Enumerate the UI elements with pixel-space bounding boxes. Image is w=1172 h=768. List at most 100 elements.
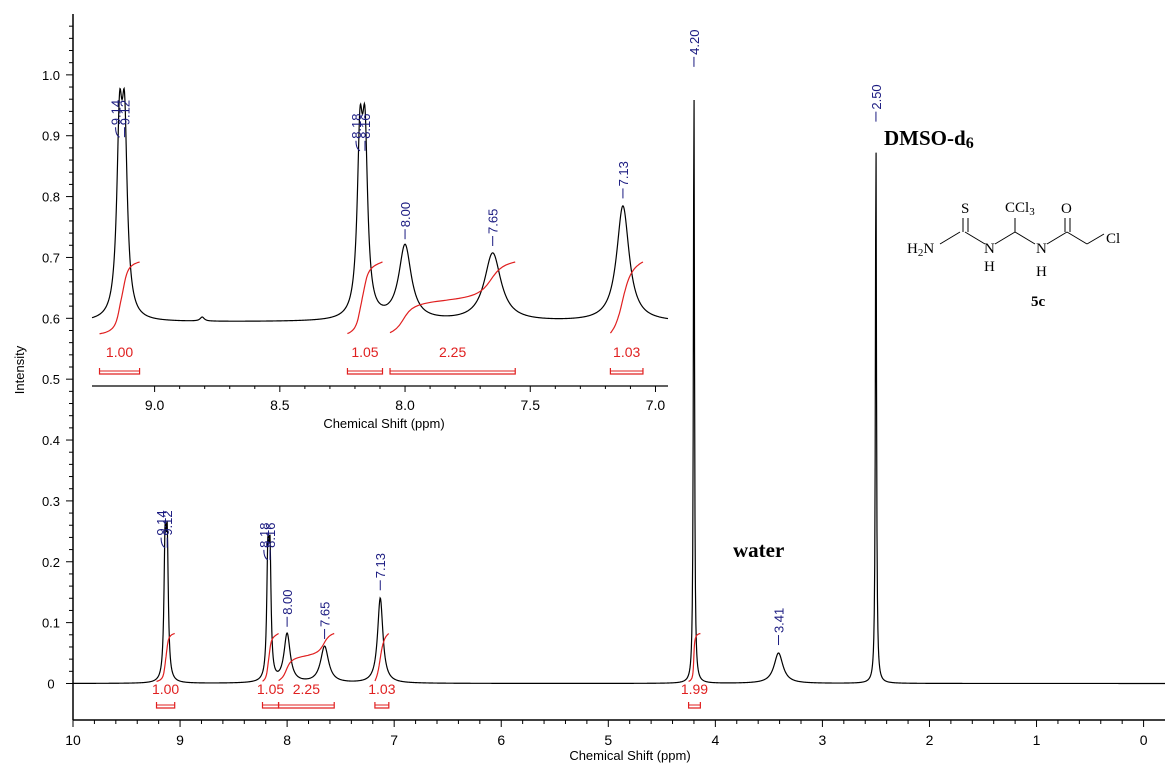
main-x-tick-label: 2 — [926, 732, 934, 748]
atom-ccl3-sub: 3 — [1029, 206, 1035, 218]
inset-integral-bracket — [98, 368, 141, 375]
atom-s: S — [961, 201, 969, 217]
main-peak-label-tick — [160, 537, 166, 549]
solvent-subscript: 6 — [966, 135, 974, 152]
inset-peak-label: 7.65 — [486, 209, 501, 246]
main-y-axis-title: Intensity — [12, 345, 27, 394]
main-y-tick-label: 0.5 — [42, 372, 60, 387]
main-x-tick-label: 9 — [176, 732, 184, 748]
main-peak-label: 8.16 — [263, 523, 278, 560]
main-x-tick-label: 0 — [1140, 732, 1148, 748]
inset-x-tick-label: 7.0 — [646, 397, 666, 413]
inset-peak-label-text: 7.65 — [486, 209, 501, 234]
inset-peak-label-tick — [115, 127, 120, 138]
water-label: water — [733, 538, 784, 562]
main-x-axis-title: Chemical Shift (ppm) — [569, 748, 690, 763]
inset-spectrum-layer: 9.0 8.5 8.0 7.5 7.0 9.149.12 8.188.16 8.00 7.65 7… — [91, 86, 669, 413]
solvent-label: DMSO-d6 — [884, 126, 974, 152]
atom-h2n-n: N — [923, 241, 934, 257]
bond-ch2-cl — [1086, 233, 1105, 245]
inset-integral-value: 1.00 — [106, 344, 133, 360]
main-x-tick-label: 8 — [283, 732, 291, 748]
atom-ccl3: CCl3 — [1005, 200, 1035, 218]
inset-x-tick-label: 8.5 — [270, 397, 290, 413]
atom-n1: N — [984, 241, 995, 257]
bond-ch-n2 — [1014, 231, 1036, 245]
inset-integral-curve — [347, 261, 383, 335]
atom-n2: N — [1036, 241, 1047, 257]
main-peak-label-tick — [263, 549, 269, 561]
atom-h2n-h: H — [907, 241, 918, 257]
main-peak-label-text: 8.16 — [263, 523, 278, 548]
main-integral-value: 2.25 — [293, 681, 320, 697]
main-x-tick-label: 7 — [390, 732, 398, 748]
main-integral-curve — [262, 633, 279, 682]
main-peak-label: 8.18 — [257, 523, 272, 561]
atom-h1: H — [984, 259, 995, 275]
inset-peak-label-text: 8.00 — [398, 202, 413, 227]
main-peak-label-text: 9.14 — [154, 510, 169, 535]
main-y-tick-label: 0.8 — [42, 190, 60, 205]
main-integral-curve — [278, 632, 335, 682]
main-peak-label: 4.20 — [687, 30, 702, 67]
solvent-main: DMSO-d — [884, 126, 966, 150]
main-spectrum-line — [73, 100, 1165, 685]
inset-peak-label-text: 8.16 — [358, 113, 373, 138]
inset-peak-label-text: 9.12 — [118, 100, 133, 125]
main-y-tick-label: 1.0 — [42, 68, 60, 83]
main-y-tick-label: 0 — [47, 676, 54, 691]
main-integral-curve — [688, 632, 701, 682]
atom-h2: H — [1036, 264, 1047, 280]
inset-integral-value: 1.03 — [613, 344, 640, 360]
main-x-tick-label: 4 — [711, 732, 719, 748]
main-integral-value: 1.03 — [368, 681, 395, 697]
main-peak-label-text: 4.20 — [687, 30, 702, 55]
bond-n1-ch — [994, 231, 1016, 245]
atom-cl: Cl — [1106, 231, 1120, 247]
main-peak-label-text: 2.50 — [869, 84, 884, 109]
chemical-structure — [939, 218, 1105, 245]
inset-spectrum-line — [91, 86, 669, 322]
main-y-tick-label: 0.3 — [42, 494, 60, 509]
atom-h2n-sub: 2 — [918, 247, 924, 259]
inset-peak-label-text: 7.13 — [616, 161, 631, 186]
inset-integral-bracket — [389, 368, 516, 375]
main-x-tick-label: 1 — [1033, 732, 1041, 748]
bond-nh2-c — [939, 231, 961, 245]
atom-h2n: H2N — [907, 241, 934, 259]
main-integral-value: 1.00 — [152, 681, 179, 697]
main-peak-label-text: 7.65 — [318, 602, 333, 627]
main-peak-label: 8.00 — [280, 589, 295, 627]
main-integral-value: 1.99 — [681, 681, 708, 697]
main-peak-label: 3.41 — [772, 608, 787, 646]
main-y-tick-label: 0.9 — [42, 129, 60, 144]
inset-x-tick-label: 8.0 — [395, 397, 415, 413]
main-integral-bracket — [687, 702, 701, 709]
main-x-tick-label: 3 — [819, 732, 827, 748]
inset-peak-label: 9.14 — [109, 100, 124, 138]
main-peak-label-text: 3.41 — [772, 608, 787, 633]
inset-integral-value: 1.05 — [351, 344, 378, 360]
inset-x-tick-label: 9.0 — [145, 397, 165, 413]
main-x-tick-label: 6 — [497, 732, 505, 748]
bond-c-n1 — [964, 231, 986, 245]
inset-peak-label-tick — [355, 140, 361, 152]
main-y-tick-label: 0.2 — [42, 555, 60, 570]
inset-peak-label: 8.18 — [349, 113, 364, 152]
bond-c-ch2 — [1066, 231, 1088, 245]
bond-n2-co — [1046, 231, 1068, 245]
inset-integral-curve — [389, 261, 516, 334]
inset-integral-curve — [99, 261, 140, 335]
main-x-tick-label: 10 — [65, 732, 81, 748]
inset-integral-curve — [609, 261, 644, 334]
main-integral-curve — [156, 632, 175, 682]
main-peak-label-text: 8.18 — [257, 523, 272, 548]
main-integral-value: 1.05 — [257, 681, 284, 697]
main-spectrum-layer: 00.10.20.30.40.50.60.70.80.91.010 9 8 7 6 5 4 3… — [42, 14, 1165, 748]
inset-peak-label-text: 9.14 — [109, 100, 124, 125]
inset-x-axis-title: Chemical Shift (ppm) — [323, 416, 444, 431]
main-peak-label-text: 8.00 — [280, 589, 295, 614]
main-y-tick-label: 0.7 — [42, 250, 60, 265]
